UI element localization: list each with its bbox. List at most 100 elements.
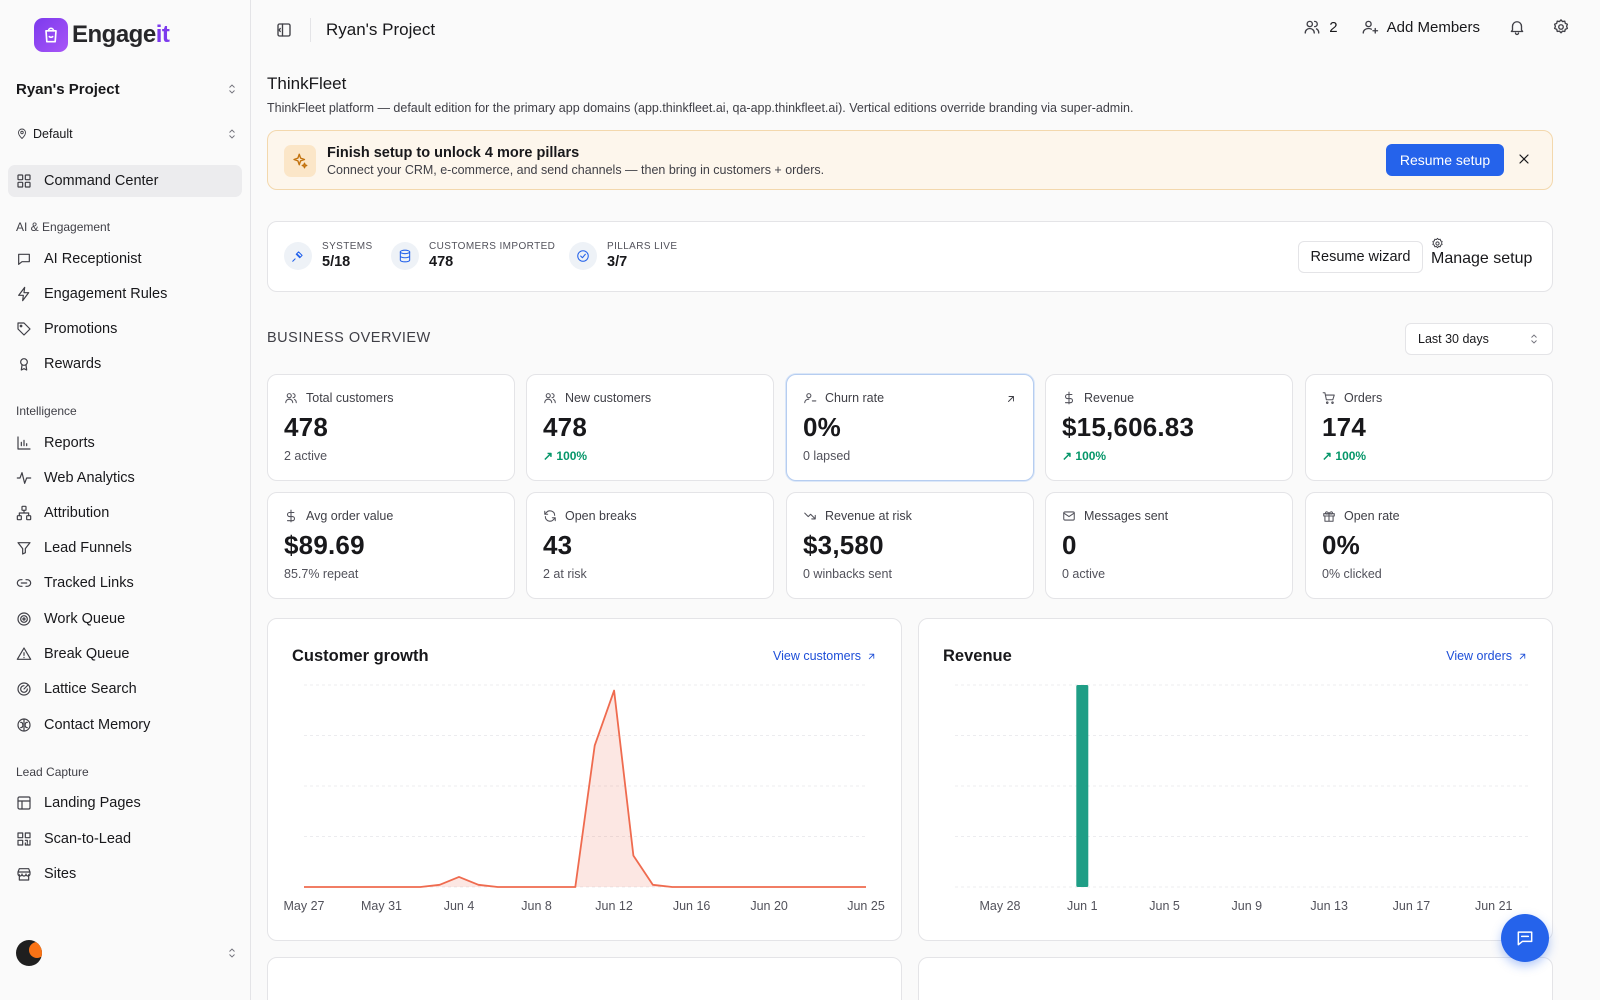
sidebar-item-work-queue[interactable]: Work Queue [8,603,242,635]
sidebar-item-label: Attribution [44,505,110,521]
notifications-button[interactable] [1508,18,1526,36]
resume-wizard-button[interactable]: Resume wizard [1298,241,1423,273]
sidebar-item-label: Tracked Links [44,575,134,591]
org-description: ThinkFleet platform — default edition fo… [267,101,1134,115]
environment-selector[interactable]: Default [16,125,238,143]
kpi-subtext: 0 lapsed [803,449,851,463]
kpi-label: Open rate [1344,509,1400,523]
x-tick-label: May 31 [361,899,402,913]
kpi-messages-sent[interactable]: Messages sent 0 0 active [1045,492,1293,599]
stat-systems: SYSTEMS 5/18 [284,241,373,270]
x-tick-label: Jun 21 [1475,899,1513,913]
x-tick-label: Jun 12 [595,899,633,913]
kpi-trend: ↗ 100% [1322,449,1367,463]
filter-icon [17,542,31,555]
warning-icon [16,647,32,660]
sidebar-item-rewards[interactable]: Rewards [8,348,242,380]
sidebar-item-lead-funnels[interactable]: Lead Funnels [8,532,242,564]
revenue-bar[interactable] [1076,685,1089,887]
manage-setup-link[interactable]: Manage setup [1431,237,1532,268]
kpi-subtext: 2 active [284,449,328,463]
qr-code-icon [17,832,31,846]
add-members-button[interactable]: Add Members [1361,18,1480,36]
project-name: Ryan's Project [16,80,120,98]
kpi-value: $3,580 [803,530,884,560]
sidebar-item-ai-receptionist[interactable]: AI Receptionist [8,243,242,275]
customer-growth-card: May 27 May 31 Jun 4 Jun 8 Jun 12 Jun 16 Jun 20… [267,618,902,941]
area-fill [304,690,866,887]
user-menu[interactable] [16,938,238,968]
brand-logo[interactable]: Engageit [34,18,170,52]
kpi-subtext: 0 active [1062,567,1106,581]
sidebar-toggle-button[interactable] [275,21,293,39]
kpi-label: Total customers [306,391,394,405]
kpi-open-breaks[interactable]: Open breaks 43 2 at risk [526,492,774,599]
sidebar-item-attribution[interactable]: Attribution [8,497,242,529]
series-line [304,689,866,888]
sidebar-item-contact-memory[interactable]: Contact Memory [8,709,242,741]
card-title: Revenue [943,647,1012,665]
chat-icon [18,253,30,265]
stat-value: 5/18 [322,254,351,270]
plug-icon [284,241,312,270]
sidebar-item-label: Contact Memory [44,717,151,733]
kpi-trend: ↗ 100% [543,449,588,463]
gift-icon [1323,511,1335,522]
project-selector[interactable]: Ryan's Project [16,78,238,100]
top-bar: Ryan's Project 2 Add Members [251,0,1600,60]
date-range-value: Last 30 days [1418,332,1489,346]
sidebar-item-engagement-rules[interactable]: Engagement Rules [8,278,242,310]
check-circle-icon [569,241,597,270]
kpi-label: Avg order value [306,509,394,523]
kpi-label: New customers [565,391,652,405]
kpi-new-customers[interactable]: New customers 478 ↗ 100% [526,374,774,481]
resume-setup-button[interactable]: Resume setup [1386,144,1504,176]
chat-fab-button[interactable] [1501,914,1549,962]
x-tick-label: Jun 8 [521,899,552,913]
sidebar-item-sites[interactable]: Sites [8,858,242,890]
activity-icon [16,472,32,484]
sidebar-item-web-analytics[interactable]: Web Analytics [8,462,242,494]
settings-button[interactable] [1552,18,1570,36]
environment-name: Default [33,127,73,141]
page-title: Ryan's Project [326,20,436,39]
kpi-open-rate[interactable]: Open rate 0% 0% clicked [1305,492,1553,599]
sidebar-item-tracked-links[interactable]: Tracked Links [8,567,242,599]
target-icon [17,612,31,626]
kpi-revenue[interactable]: Revenue $15,606.83 ↗ 100% [1045,374,1293,481]
link-label: View customers [773,649,861,663]
sidebar-item-label: Lattice Search [44,681,137,697]
view-orders-link[interactable]: View orders [1446,649,1528,663]
date-range-select[interactable]: Last 30 days [1405,323,1553,355]
sidebar-item-scan-to-lead[interactable]: Scan-to-Lead [8,823,242,855]
sidebar-item-lattice-search[interactable]: Lattice Search [8,673,242,705]
kpi-revenue-at-risk[interactable]: Revenue at risk $3,580 0 winbacks sent [786,492,1034,599]
members-button[interactable]: 2 [1303,18,1338,36]
layout-icon [17,796,31,810]
stat-value: 3/7 [607,254,628,270]
kpi-churn-rate[interactable]: Churn rate 0% 0 lapsed [786,374,1034,481]
x-tick-label: Jun 20 [750,899,788,913]
kpi-orders[interactable]: Orders 174 ↗ 100% [1305,374,1553,481]
sidebar: Engageit Ryan's Project Default Command … [0,0,251,1000]
sidebar-item-label: Promotions [44,321,118,337]
sidebar-item-break-queue[interactable]: Break Queue [8,638,242,670]
kpi-total-customers[interactable]: Total customers 478 2 active [267,374,515,481]
sidebar-item-promotions[interactable]: Promotions [8,313,242,345]
dismiss-banner-button[interactable] [1516,151,1532,167]
add-members-label: Add Members [1386,18,1480,36]
sidebar-item-reports[interactable]: Reports [8,427,242,459]
sidebar-item-command-center[interactable]: Command Center [8,165,242,197]
bell-icon [1510,21,1524,36]
kpi-value: 478 [543,412,587,442]
stat-value: 478 [429,254,454,270]
stat-label: PILLARS LIVE [607,241,678,252]
sidebar-item-landing-pages[interactable]: Landing Pages [8,787,242,819]
view-customers-link[interactable]: View customers [773,649,877,663]
kpi-label: Messages sent [1084,509,1169,523]
user-minus-icon [804,393,817,404]
award-icon [20,358,28,371]
banner-title: Finish setup to unlock 4 more pillars [327,145,580,161]
kpi-avg-order-value[interactable]: Avg order value $89.69 85.7% repeat [267,492,515,599]
